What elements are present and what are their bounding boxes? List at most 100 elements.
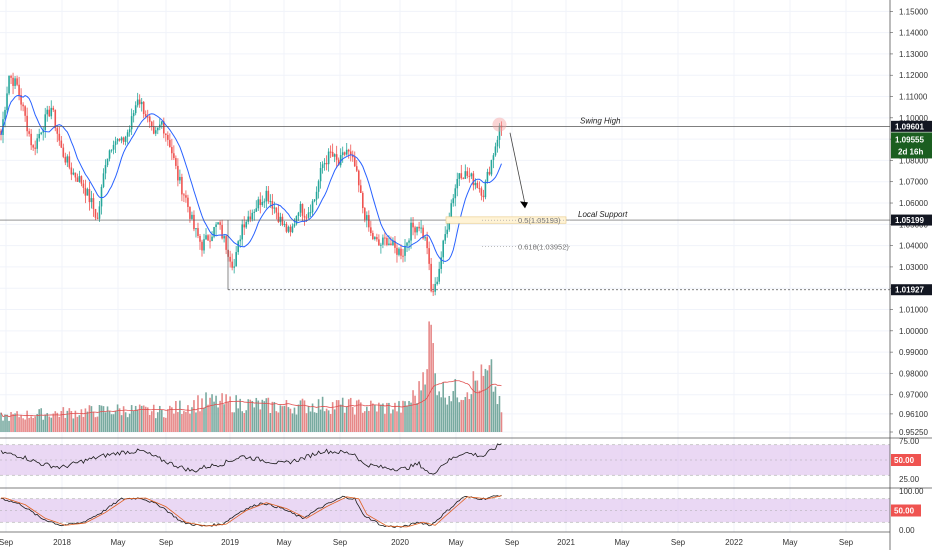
candle-body — [64, 156, 67, 163]
volume-bar — [4, 414, 6, 432]
candle-body — [466, 171, 469, 176]
candle-body — [394, 240, 396, 248]
volume-bar — [12, 414, 14, 432]
candle-body — [22, 104, 24, 107]
candle-body — [263, 201, 266, 203]
candle-body — [398, 248, 400, 255]
price-tick-label: 0.96100 — [899, 410, 928, 419]
candle-body — [325, 163, 328, 165]
candle-body — [34, 147, 36, 149]
candle-body — [98, 206, 101, 219]
candle-body — [148, 116, 151, 122]
time-tick-label: 2019 — [221, 538, 239, 547]
volume-bar — [299, 400, 302, 432]
candle-body — [241, 224, 243, 240]
volume-bar — [136, 409, 139, 432]
volume-bar — [231, 412, 233, 432]
volume-bar — [10, 412, 12, 432]
candle-body — [42, 129, 45, 133]
candle-body — [152, 126, 155, 134]
volume-bar — [295, 414, 298, 432]
volume-bar — [402, 400, 404, 432]
candle-body — [251, 212, 254, 220]
volume-bar — [382, 403, 384, 432]
price-tick-label: 1.12000 — [899, 71, 928, 80]
candle-body — [132, 113, 135, 117]
candle-body — [249, 216, 252, 220]
candle-body — [388, 243, 390, 245]
price-tick-label: 1.10000 — [899, 114, 928, 123]
volume-bar — [148, 414, 151, 432]
candle-body — [376, 237, 378, 240]
osc-value-tag: 50.00 — [894, 507, 915, 516]
volume-bar — [339, 404, 342, 432]
stoch-signal-line — [1, 495, 502, 528]
candle-body — [74, 172, 77, 178]
candle-body — [315, 191, 318, 200]
volume-bar — [353, 414, 356, 432]
volume-bar — [90, 406, 93, 432]
volume-bar — [86, 411, 89, 432]
volume-bar — [428, 321, 430, 432]
candle-body — [331, 151, 334, 157]
candle-body — [285, 223, 288, 232]
volume-bar — [215, 395, 217, 432]
volume-bar — [50, 417, 53, 432]
candle-body — [175, 158, 177, 166]
volume-bar — [460, 399, 463, 432]
volume-bar — [241, 411, 243, 432]
candle-body — [96, 217, 99, 219]
candle-body — [323, 163, 326, 165]
volume-bar — [114, 411, 117, 432]
candle-body — [0, 130, 2, 135]
volume-bar — [193, 400, 195, 432]
candle-body — [374, 237, 376, 240]
level-label: Local Support — [578, 210, 628, 219]
volume-bar — [38, 409, 40, 432]
swing-high-price-tag-bg — [891, 120, 932, 132]
volume-bar — [144, 406, 147, 432]
candle-body — [410, 222, 412, 241]
candle-body — [450, 203, 453, 218]
volume-bar — [482, 375, 485, 432]
candle-body — [211, 236, 213, 242]
volume-bar — [150, 411, 153, 432]
candle-body — [205, 235, 207, 240]
volume-bar — [309, 411, 312, 432]
volume-bar — [165, 417, 167, 432]
candle-body — [104, 165, 107, 174]
candle-body — [492, 155, 495, 160]
volume-bar — [281, 406, 284, 432]
volume-bar — [98, 405, 101, 432]
candle-body — [343, 152, 346, 155]
grid-lines — [0, 0, 890, 532]
candle-body — [146, 116, 149, 118]
volume-bar — [484, 368, 487, 432]
candle-body — [301, 204, 304, 216]
volume-bar — [16, 411, 18, 432]
candle-body — [347, 149, 350, 152]
volume-bar — [289, 408, 292, 432]
candle-body — [60, 140, 63, 148]
volume-bar — [442, 382, 444, 432]
volume-bar — [36, 413, 38, 432]
volume-bar — [370, 400, 372, 432]
volume-bar — [8, 420, 10, 432]
volume-bar — [438, 391, 440, 432]
candle-body — [219, 222, 221, 225]
volume-bar — [478, 390, 481, 432]
volume-bar — [78, 415, 81, 432]
candle-body — [154, 130, 157, 134]
volume-bar — [181, 414, 183, 432]
volume-bar — [406, 405, 408, 432]
candle-body — [349, 151, 352, 155]
candle-body — [482, 195, 485, 198]
candle-body — [436, 281, 438, 285]
candle-body — [384, 237, 386, 239]
candle-body — [72, 172, 75, 175]
volume-bar — [313, 412, 316, 432]
candle-body — [88, 189, 91, 203]
volume-bar — [345, 406, 348, 432]
candle-body — [311, 201, 314, 213]
